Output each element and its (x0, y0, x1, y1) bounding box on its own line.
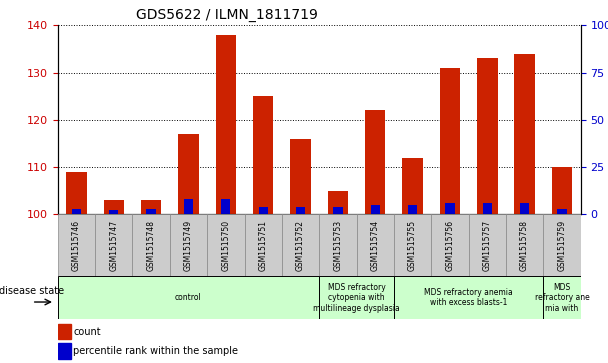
Bar (58, 343, 71, 359)
Text: GSM1515754: GSM1515754 (371, 220, 380, 270)
Bar (356, 214, 394, 276)
Text: count: count (74, 327, 101, 337)
Text: GSM1515758: GSM1515758 (520, 220, 529, 270)
Bar (207, 214, 244, 276)
Text: MDS
refractory ane
mia with: MDS refractory ane mia with (534, 283, 589, 313)
Bar (402, 158, 423, 214)
Bar (178, 134, 199, 214)
Bar (95, 214, 133, 276)
Bar (544, 214, 581, 276)
Bar (394, 214, 431, 276)
Text: GSM1515749: GSM1515749 (184, 220, 193, 270)
Bar (506, 214, 544, 276)
Text: percentile rank within the sample: percentile rank within the sample (74, 346, 238, 356)
Bar (141, 200, 161, 214)
Bar (370, 205, 380, 214)
Bar (483, 203, 492, 214)
Bar (109, 211, 119, 214)
Text: GSM1515755: GSM1515755 (408, 220, 417, 270)
Bar (133, 214, 170, 276)
Bar (328, 191, 348, 214)
Bar (558, 208, 567, 214)
Bar (147, 208, 156, 214)
Text: GSM1515747: GSM1515747 (109, 220, 119, 270)
Bar (216, 35, 236, 214)
Bar (253, 96, 274, 214)
Bar (290, 139, 311, 214)
Bar (103, 200, 124, 214)
Bar (244, 214, 282, 276)
Text: GSM1515759: GSM1515759 (558, 220, 567, 270)
Bar (58, 214, 95, 276)
Text: GSM1515753: GSM1515753 (333, 220, 342, 270)
Text: GSM1515746: GSM1515746 (72, 220, 81, 270)
Bar (319, 276, 394, 319)
Bar (365, 110, 385, 214)
Text: MDS refractory
cytopenia with
multilineage dysplasia: MDS refractory cytopenia with multilinea… (313, 283, 400, 313)
Bar (170, 214, 207, 276)
Bar (551, 167, 572, 214)
Bar (440, 68, 460, 214)
Bar (258, 207, 268, 214)
Bar (445, 203, 455, 214)
Bar (544, 276, 581, 319)
Bar (282, 214, 319, 276)
Bar (520, 203, 530, 214)
Bar (66, 172, 87, 214)
Text: control: control (175, 293, 202, 302)
Text: GSM1515757: GSM1515757 (483, 220, 492, 270)
Text: disease state: disease state (0, 286, 64, 296)
Bar (408, 205, 417, 214)
Bar (58, 276, 319, 319)
Text: GSM1515750: GSM1515750 (221, 220, 230, 270)
Text: GSM1515751: GSM1515751 (258, 220, 268, 270)
Bar (72, 208, 81, 214)
Bar (394, 276, 544, 319)
Bar (58, 324, 71, 339)
Bar (514, 54, 535, 214)
Text: GDS5622 / ILMN_1811719: GDS5622 / ILMN_1811719 (136, 8, 318, 22)
Bar (221, 199, 230, 214)
Bar (477, 58, 497, 214)
Bar (319, 214, 356, 276)
Bar (469, 214, 506, 276)
Text: MDS refractory anemia
with excess blasts-1: MDS refractory anemia with excess blasts… (424, 288, 513, 307)
Bar (333, 207, 342, 214)
Bar (184, 199, 193, 214)
Text: GSM1515756: GSM1515756 (446, 220, 454, 270)
Text: GSM1515752: GSM1515752 (296, 220, 305, 270)
Bar (431, 214, 469, 276)
Text: GSM1515748: GSM1515748 (147, 220, 156, 270)
Bar (296, 207, 305, 214)
